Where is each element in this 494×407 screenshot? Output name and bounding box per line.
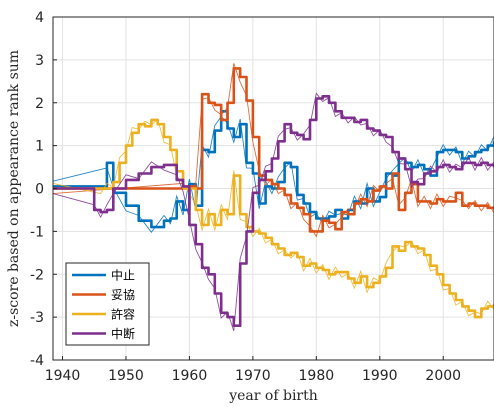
series-line-3: [53, 95, 494, 327]
y-tick-label: -4: [30, 353, 44, 369]
y-tick-label: 2: [35, 96, 44, 112]
legend-label-3: 中断: [111, 326, 135, 341]
y-tick-label: 0: [35, 182, 44, 198]
legend-box: [65, 262, 150, 346]
y-tick-label: 3: [35, 53, 44, 69]
x-tick-label: 1990: [362, 368, 398, 384]
legend-label-0: 中止: [111, 268, 135, 283]
x-tick-label: 1960: [172, 368, 208, 384]
y-tick-label: 1: [35, 139, 44, 155]
series-trace-3: [52, 92, 494, 331]
x-tick-label: 1980: [299, 368, 335, 384]
x-tick-label: 1940: [45, 368, 81, 384]
legend-label-2: 許容: [111, 307, 135, 322]
y-tick-label: -1: [30, 224, 44, 240]
series-line-2: [53, 118, 494, 319]
x-axis-label: year of birth: [228, 388, 318, 404]
y-tick-label: 4: [35, 10, 44, 26]
y-tick-label: -2: [30, 267, 44, 283]
x-tick-label: 1950: [108, 368, 144, 384]
x-tick-label: 2000: [425, 368, 461, 384]
series-trace-2: [52, 118, 494, 317]
series-layer: [52, 63, 494, 331]
axis-ticks: 1940 1950 1960 1970 1980 1990 2000 -4 -3 -2 -1 0 1 2 3…: [30, 10, 461, 384]
legend-label-1: 妥協: [111, 287, 135, 302]
y-axis-label: z-score based on appearance rank sum: [6, 50, 22, 327]
y-tick-label: -3: [30, 310, 44, 326]
x-tick-label: 1970: [235, 368, 271, 384]
series-line-1: [53, 67, 494, 233]
